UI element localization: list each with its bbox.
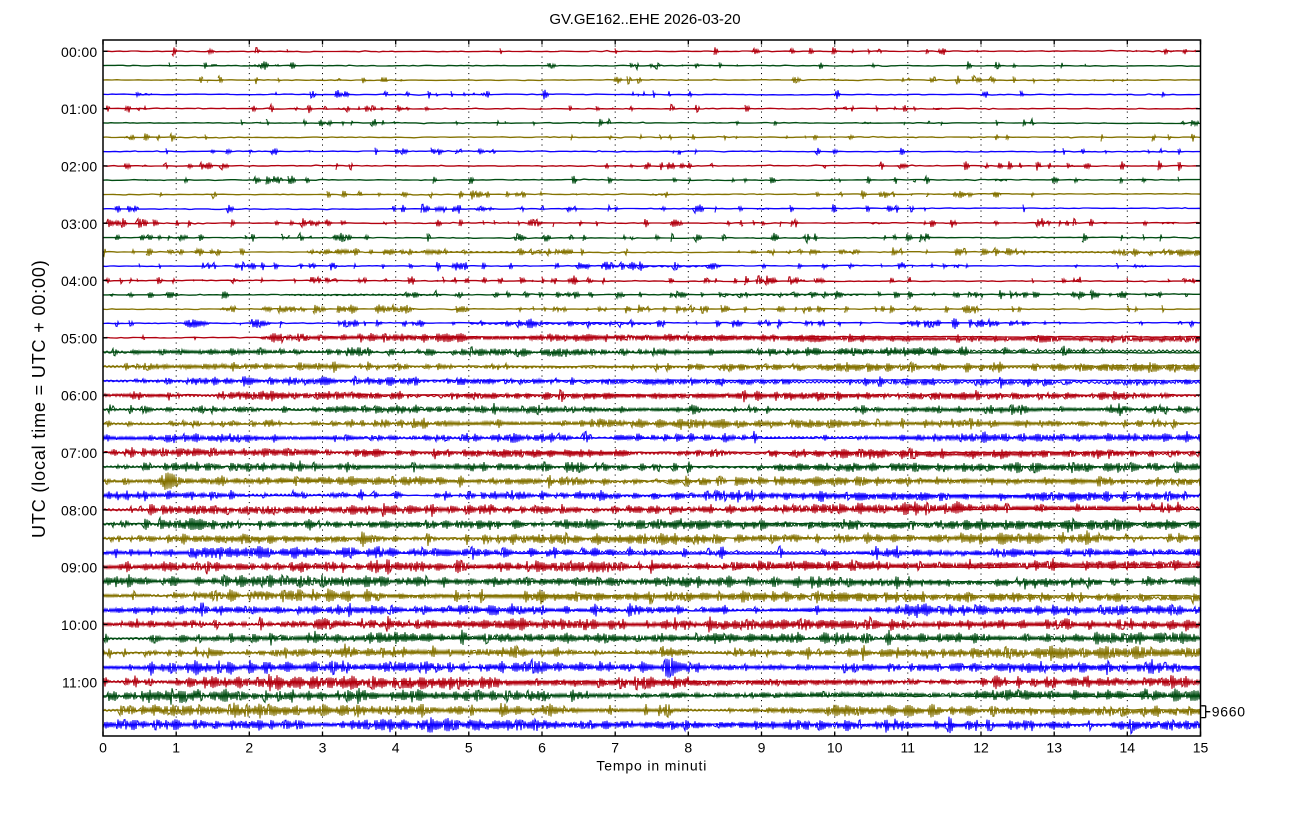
svg-text:10:00: 10:00 <box>61 617 98 633</box>
svg-text:01:00: 01:00 <box>61 101 98 117</box>
svg-text:4: 4 <box>392 739 400 755</box>
svg-text:03:00: 03:00 <box>61 216 98 232</box>
svg-text:2: 2 <box>245 739 253 755</box>
svg-text:02:00: 02:00 <box>61 159 98 175</box>
svg-text:Tempo in minuti: Tempo in minuti <box>596 757 707 773</box>
svg-text:GV.GE162..EHE 2026-03-20: GV.GE162..EHE 2026-03-20 <box>549 11 740 28</box>
svg-text:8: 8 <box>684 739 692 755</box>
svg-text:12: 12 <box>973 739 989 755</box>
svg-text:00:00: 00:00 <box>61 44 98 60</box>
svg-text:04:00: 04:00 <box>61 273 98 289</box>
svg-text:UTC (local time = UTC + 00:00): UTC (local time = UTC + 00:00) <box>29 259 49 538</box>
svg-text:0: 0 <box>99 739 107 755</box>
svg-text:08:00: 08:00 <box>61 502 98 518</box>
svg-text:10: 10 <box>827 739 843 755</box>
svg-text:6: 6 <box>538 739 546 755</box>
svg-text:15: 15 <box>1193 739 1209 755</box>
svg-text:05:00: 05:00 <box>61 330 98 346</box>
svg-text:5: 5 <box>465 739 473 755</box>
svg-text:9660: 9660 <box>1212 703 1246 719</box>
svg-text:11:00: 11:00 <box>62 674 98 690</box>
svg-text:9: 9 <box>758 739 766 755</box>
svg-text:7: 7 <box>611 739 619 755</box>
svg-text:13: 13 <box>1046 739 1062 755</box>
svg-text:1: 1 <box>172 739 180 755</box>
svg-text:11: 11 <box>901 739 916 755</box>
svg-text:14: 14 <box>1120 739 1136 755</box>
svg-text:06:00: 06:00 <box>61 388 98 404</box>
svg-text:09:00: 09:00 <box>61 560 98 576</box>
svg-text:3: 3 <box>319 739 327 755</box>
svg-text:07:00: 07:00 <box>61 445 98 461</box>
